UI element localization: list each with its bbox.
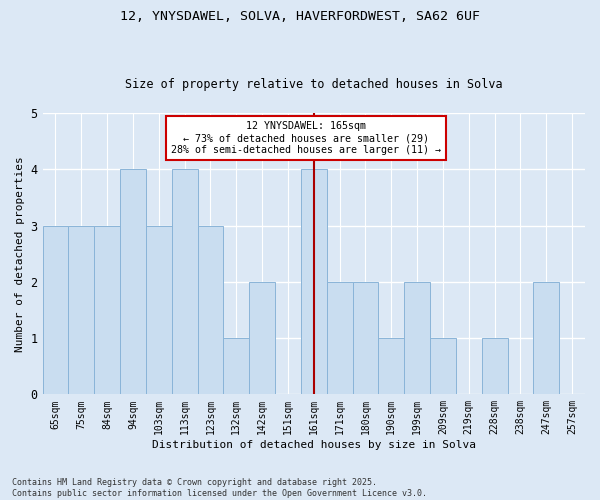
Bar	[68, 226, 94, 394]
Bar	[379, 338, 404, 394]
Text: 12, YNYSDAWEL, SOLVA, HAVERFORDWEST, SA62 6UF: 12, YNYSDAWEL, SOLVA, HAVERFORDWEST, SA6…	[120, 10, 480, 23]
Bar	[223, 338, 249, 394]
Text: Contains HM Land Registry data © Crown copyright and database right 2025.
Contai: Contains HM Land Registry data © Crown c…	[12, 478, 427, 498]
Bar	[404, 282, 430, 395]
Bar	[249, 282, 275, 395]
Bar	[482, 338, 508, 394]
Bar	[301, 170, 326, 394]
Bar	[353, 282, 379, 395]
Bar	[430, 338, 456, 394]
Bar	[43, 226, 68, 394]
Bar	[94, 226, 120, 394]
Bar	[533, 282, 559, 395]
Bar	[120, 170, 146, 394]
X-axis label: Distribution of detached houses by size in Solva: Distribution of detached houses by size …	[152, 440, 476, 450]
Bar	[197, 226, 223, 394]
Y-axis label: Number of detached properties: Number of detached properties	[15, 156, 25, 352]
Bar	[172, 170, 197, 394]
Bar	[326, 282, 353, 395]
Bar	[146, 226, 172, 394]
Text: 12 YNYSDAWEL: 165sqm
← 73% of detached houses are smaller (29)
28% of semi-detac: 12 YNYSDAWEL: 165sqm ← 73% of detached h…	[171, 122, 441, 154]
Title: Size of property relative to detached houses in Solva: Size of property relative to detached ho…	[125, 78, 503, 91]
